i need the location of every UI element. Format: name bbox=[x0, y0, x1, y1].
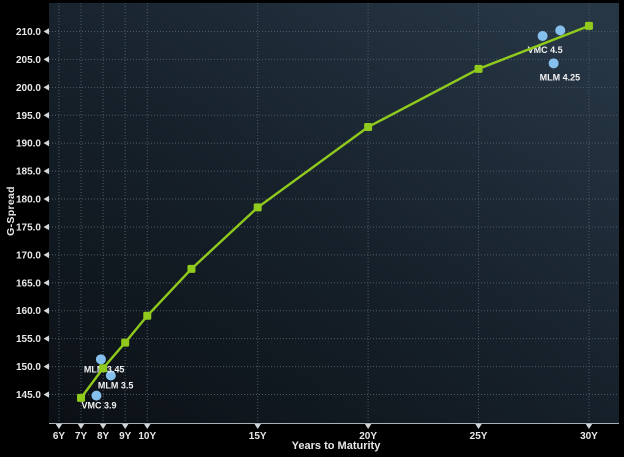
bond-point-MLM-4.25 bbox=[548, 58, 559, 69]
y-tick-mark-165.0 bbox=[43, 279, 49, 287]
x-tick-mark-25Y bbox=[475, 424, 482, 429]
curve-marker-10Y bbox=[143, 311, 152, 320]
y-tick-label-165.0: 165.0 bbox=[16, 278, 41, 289]
curve-marker-7Y bbox=[77, 393, 86, 402]
y-tick-label-200.0: 200.0 bbox=[16, 83, 41, 94]
x-tick-label-25Y: 25Y bbox=[470, 431, 488, 442]
y-tick-mark-145.0 bbox=[43, 391, 49, 398]
y-tick-mark-175.0 bbox=[43, 223, 49, 231]
plot-area bbox=[49, 3, 619, 423]
y-tick-label-150.0: 150.0 bbox=[16, 362, 41, 373]
curve-marker-30Y bbox=[584, 21, 593, 30]
y-tick-label-175.0: 175.0 bbox=[16, 222, 41, 233]
bond-point-unlabeled bbox=[555, 25, 566, 36]
curve-marker-25Y bbox=[474, 64, 483, 73]
y-tick-mark-180.0 bbox=[43, 195, 49, 203]
y-tick-mark-155.0 bbox=[43, 335, 49, 342]
y-tick-label-190.0: 190.0 bbox=[16, 139, 41, 150]
bond-label-MLM-3.5: MLM 3.5 bbox=[98, 381, 134, 391]
bond-point-MLM-3.45 bbox=[95, 354, 106, 365]
x-tick-label-8Y: 8Y bbox=[97, 431, 110, 442]
y-tick-label-205.0: 205.0 bbox=[16, 55, 41, 66]
y-tick-label-145.0: 145.0 bbox=[16, 390, 41, 401]
y-axis-title: G-Spread bbox=[5, 186, 17, 236]
bond-label-MLM-4.25: MLM 4.25 bbox=[540, 72, 581, 82]
y-tick-mark-200.0 bbox=[43, 84, 49, 91]
y-tick-label-210.0: 210.0 bbox=[16, 27, 41, 38]
y-tick-mark-170.0 bbox=[43, 251, 49, 259]
x-tick-label-6Y: 6Y bbox=[53, 431, 66, 442]
x-tick-label-10Y: 10Y bbox=[138, 431, 156, 442]
bond-point-VMC-3.9 bbox=[91, 390, 102, 401]
y-tick-mark-150.0 bbox=[43, 363, 49, 370]
y-tick-label-170.0: 170.0 bbox=[16, 250, 41, 261]
y-tick-mark-205.0 bbox=[43, 56, 49, 63]
bond-label-VMC-3.9: VMC 3.9 bbox=[81, 401, 116, 411]
curve-marker-12Y bbox=[187, 264, 196, 273]
curve-marker-9Y bbox=[121, 338, 130, 347]
x-tick-label-15Y: 15Y bbox=[249, 431, 267, 442]
y-tick-mark-160.0 bbox=[43, 307, 49, 314]
curve-marker-20Y bbox=[364, 122, 373, 131]
y-tick-label-160.0: 160.0 bbox=[16, 306, 41, 317]
x-tick-label-20Y: 20Y bbox=[359, 431, 377, 442]
bond-point-VMC-4.5 bbox=[537, 30, 548, 41]
y-tick-mark-185.0 bbox=[43, 167, 49, 175]
x-tick-mark-15Y bbox=[254, 424, 261, 429]
y-tick-label-185.0: 185.0 bbox=[16, 167, 41, 178]
curve-marker-15Y bbox=[253, 203, 262, 212]
x-tick-mark-9Y bbox=[121, 424, 129, 429]
x-tick-mark-8Y bbox=[99, 424, 107, 429]
y-tick-mark-210.0 bbox=[43, 28, 49, 35]
bond-label-VMC-4.5: VMC 4.5 bbox=[528, 45, 563, 55]
x-tick-mark-6Y bbox=[55, 424, 63, 429]
y-tick-label-195.0: 195.0 bbox=[16, 111, 41, 122]
y-tick-label-155.0: 155.0 bbox=[16, 334, 41, 345]
x-axis-title: Years to Maturity bbox=[291, 440, 381, 452]
y-tick-mark-190.0 bbox=[43, 139, 49, 147]
x-tick-mark-20Y bbox=[364, 424, 372, 429]
x-tick-label-7Y: 7Y bbox=[75, 431, 88, 442]
x-tick-label-30Y: 30Y bbox=[580, 431, 598, 442]
y-tick-label-180.0: 180.0 bbox=[16, 195, 41, 206]
x-tick-mark-7Y bbox=[77, 424, 85, 429]
x-tick-mark-30Y bbox=[585, 424, 593, 429]
y-tick-mark-195.0 bbox=[43, 112, 49, 119]
x-tick-label-9Y: 9Y bbox=[119, 431, 132, 442]
curve-marker-8Y bbox=[99, 364, 108, 373]
x-tick-mark-10Y bbox=[144, 424, 151, 429]
bond-point-MLM-3.5 bbox=[105, 370, 116, 381]
